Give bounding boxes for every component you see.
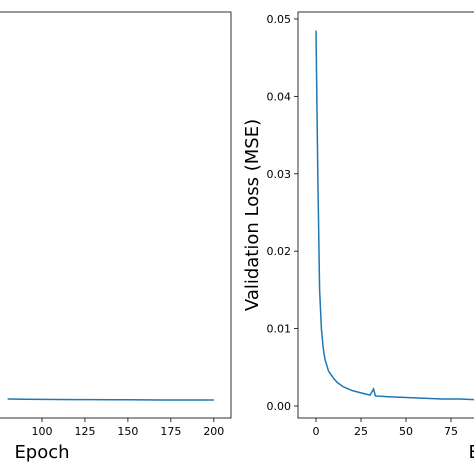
y-axis-label: Validation Loss (MSE)	[242, 119, 263, 311]
axes-frame	[297, 11, 474, 419]
x-axis-label: Epoch	[468, 442, 474, 463]
x-tick-label: 150	[117, 425, 138, 438]
y-tick-label: 0.01	[267, 323, 292, 336]
x-tick-label: 175	[160, 425, 181, 438]
axes-frame	[0, 11, 232, 419]
x-tick-label: 100	[32, 425, 53, 438]
y-tick-label: 0.00	[267, 400, 292, 413]
y-tick-label: 0.03	[267, 168, 292, 181]
line	[315, 30, 474, 401]
x-tick-label: 125	[74, 425, 95, 438]
x-tick-label: 200	[203, 425, 224, 438]
x-tick-label: 25	[354, 425, 368, 438]
x-tick-label: 0	[313, 425, 320, 438]
y-tick-label: 0.04	[267, 90, 292, 103]
x-tick-label: 75	[444, 425, 458, 438]
x-tick-label: 50	[399, 425, 413, 438]
y-tick-label: 0.05	[267, 13, 292, 26]
y-tick-label: 0.02	[267, 245, 292, 258]
x-axis-label: Epoch	[14, 442, 69, 463]
line	[7, 398, 214, 401]
